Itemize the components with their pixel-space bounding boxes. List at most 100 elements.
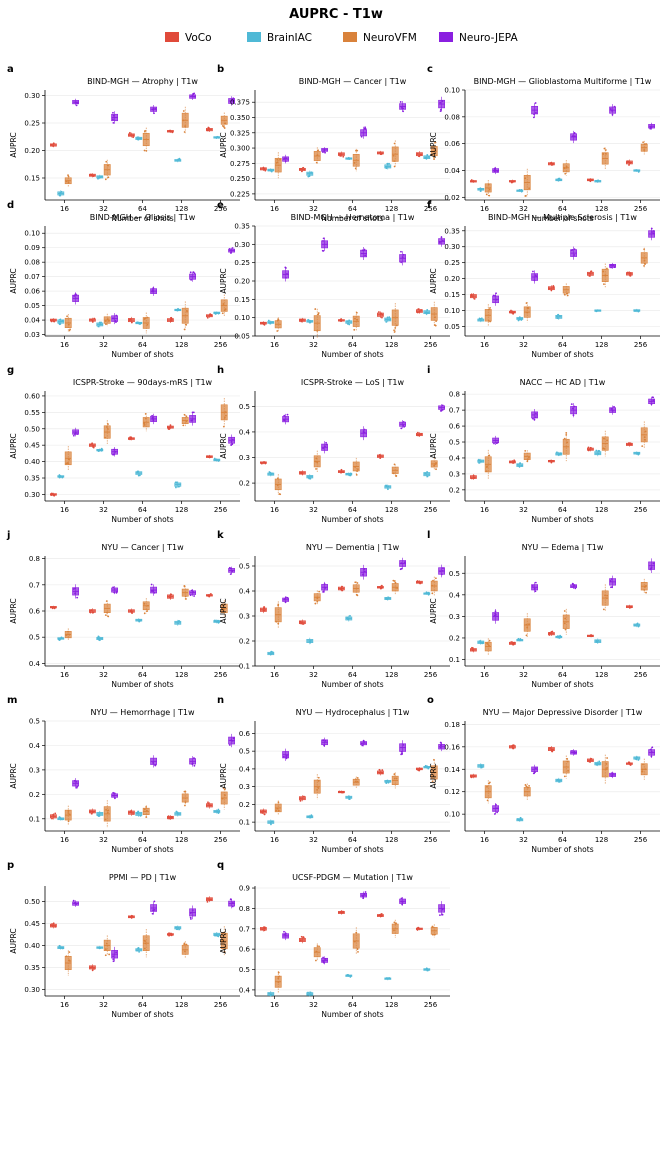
y-tick-label: 0.3 bbox=[239, 783, 250, 791]
neurovfm-point bbox=[355, 473, 358, 476]
brainiac-point bbox=[385, 782, 388, 784]
brainiac-point bbox=[387, 596, 390, 599]
voco-point bbox=[417, 581, 419, 584]
neurovfm-point bbox=[105, 323, 107, 326]
neurojepa-point bbox=[494, 612, 497, 615]
voco-point bbox=[54, 812, 57, 815]
brainiac-point bbox=[518, 318, 521, 321]
neurovfm-point bbox=[224, 122, 227, 125]
voco-point bbox=[130, 809, 133, 812]
voco-point bbox=[513, 641, 516, 644]
neurojepa-point bbox=[112, 955, 115, 958]
brainiac-point bbox=[60, 636, 63, 639]
brainiac-point bbox=[138, 950, 140, 953]
neurojepa-point bbox=[153, 909, 156, 911]
brainiac-point bbox=[517, 637, 520, 640]
neurovfm-point bbox=[565, 433, 568, 436]
neurovfm-point bbox=[565, 431, 568, 434]
x-tick-label: 128 bbox=[175, 341, 188, 349]
x-tick-label: 32 bbox=[309, 205, 318, 213]
neurojepa-point bbox=[570, 403, 573, 405]
panel-title: BIND-MGH — Cancer | T1w bbox=[299, 77, 407, 86]
neurovfm-point bbox=[431, 592, 434, 595]
x-tick-label: 256 bbox=[214, 205, 228, 213]
brainiac-point bbox=[309, 321, 312, 324]
voco-point bbox=[512, 311, 515, 314]
neurojepa-point bbox=[439, 746, 442, 749]
brainiac-point bbox=[635, 309, 638, 312]
voco-point bbox=[341, 589, 344, 592]
neurojepa-point bbox=[231, 438, 234, 441]
x-tick-label: 16 bbox=[60, 836, 69, 844]
neurovfm-point bbox=[434, 141, 437, 144]
neurovfm-point bbox=[602, 153, 605, 155]
voco-point bbox=[381, 313, 384, 316]
voco-point bbox=[416, 311, 419, 314]
voco-point bbox=[210, 898, 213, 901]
x-tick-label: 16 bbox=[270, 205, 279, 213]
x-tick-label: 64 bbox=[348, 205, 357, 213]
neurovfm-point bbox=[394, 581, 397, 584]
neurovfm-point bbox=[563, 775, 566, 778]
neurovfm-point bbox=[67, 810, 70, 812]
brainiac-point bbox=[136, 138, 139, 141]
neurovfm-point bbox=[645, 584, 647, 587]
neurovfm-point bbox=[393, 160, 396, 163]
voco-point bbox=[511, 181, 513, 184]
neurovfm-point bbox=[315, 959, 317, 962]
neurovfm-point bbox=[144, 942, 147, 945]
panel-letter: b bbox=[217, 64, 224, 75]
neurojepa-point bbox=[152, 290, 155, 293]
voco-point bbox=[90, 443, 92, 446]
brainiac-point bbox=[96, 814, 99, 817]
neurovfm-point bbox=[276, 158, 279, 161]
panel-letter: i bbox=[427, 365, 430, 376]
voco-point bbox=[129, 915, 131, 918]
neurovfm-point bbox=[528, 187, 531, 190]
voco-point bbox=[380, 915, 383, 918]
x-tick-label: 16 bbox=[60, 205, 69, 213]
neurojepa-point bbox=[534, 412, 537, 415]
y-tick-label: 0.15 bbox=[444, 291, 460, 299]
neurojepa-point bbox=[284, 160, 287, 163]
x-tick-label: 128 bbox=[595, 341, 608, 349]
brainiac-point bbox=[598, 309, 601, 312]
neurovfm-point bbox=[224, 411, 227, 414]
brainiac-point bbox=[349, 472, 352, 475]
x-tick-label: 64 bbox=[348, 836, 357, 844]
x-tick-label: 32 bbox=[309, 671, 318, 679]
neurojepa-point bbox=[189, 916, 192, 919]
panel-a: a BIND-MGH — Atrophy | T1w 0.15 0.20 0.25 0.3… bbox=[7, 64, 240, 223]
neurojepa-point bbox=[534, 102, 537, 104]
neurojepa-point bbox=[441, 239, 444, 242]
neurovfm-point bbox=[68, 959, 71, 962]
voco-point bbox=[52, 142, 55, 145]
neurojepa-point bbox=[192, 411, 195, 414]
neurojepa-point bbox=[323, 150, 326, 152]
voco-point bbox=[417, 434, 419, 437]
voco-point bbox=[512, 180, 515, 183]
voco-point bbox=[129, 811, 132, 813]
voco-point bbox=[551, 748, 554, 751]
y-tick-label: 0.25 bbox=[24, 120, 40, 128]
brainiac-point bbox=[556, 317, 559, 320]
neurojepa-point bbox=[283, 930, 285, 933]
x-axis-label: Number of shots bbox=[111, 680, 173, 689]
neurojepa-point bbox=[191, 411, 194, 414]
neurovfm-point bbox=[434, 316, 436, 319]
neurovfm-point bbox=[317, 787, 320, 789]
x-tick-label: 16 bbox=[270, 1001, 279, 1009]
voco-point bbox=[93, 968, 95, 970]
neurojepa-point bbox=[193, 92, 196, 95]
voco-point bbox=[629, 274, 632, 277]
neurovfm-point bbox=[314, 460, 317, 463]
voco-point bbox=[512, 643, 515, 646]
neurojepa-point bbox=[285, 157, 288, 160]
x-tick-label: 128 bbox=[175, 836, 188, 844]
voco-point bbox=[418, 769, 421, 772]
neurojepa-point bbox=[534, 590, 537, 593]
voco-point bbox=[548, 634, 551, 636]
neurovfm-point bbox=[644, 768, 647, 771]
x-tick-label: 32 bbox=[309, 341, 318, 349]
neurovfm-point bbox=[277, 622, 280, 625]
